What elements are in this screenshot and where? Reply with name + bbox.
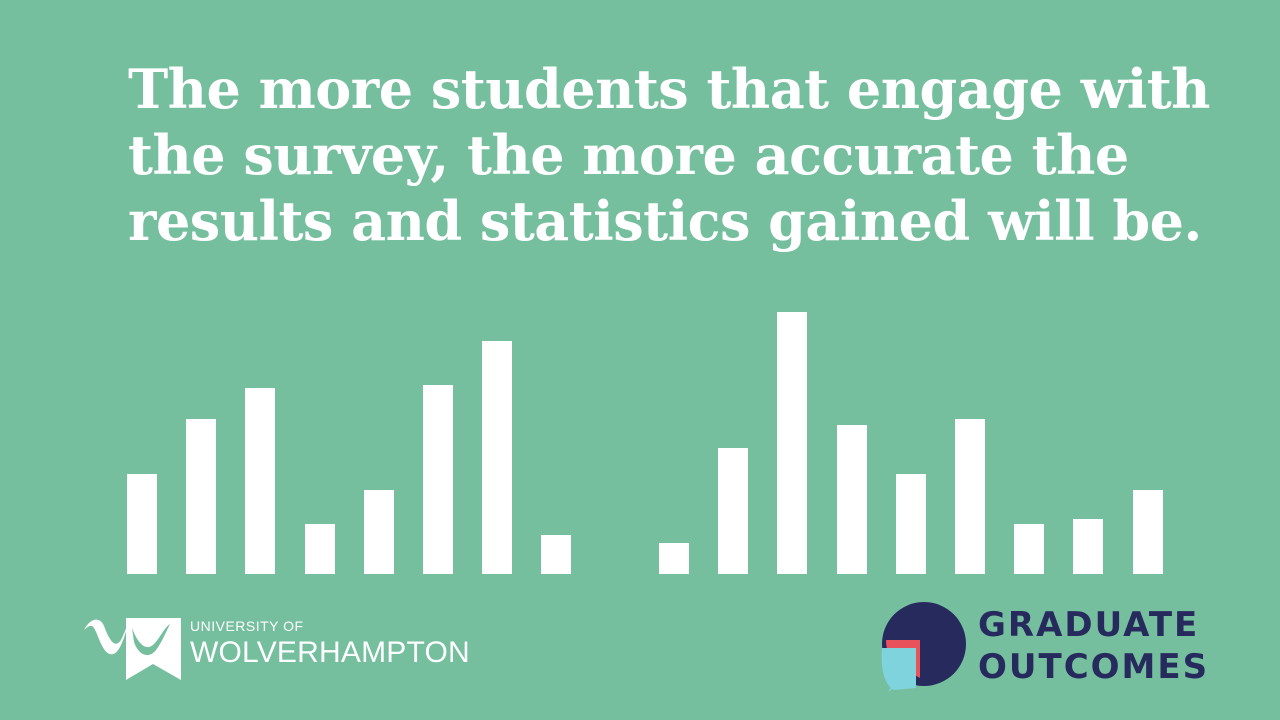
headline: The more students that engage with the s…	[128, 56, 1228, 254]
decorative-bar-left-8	[541, 535, 571, 574]
decorative-bar-right-3	[777, 312, 807, 574]
decorative-bar-right-4	[837, 425, 867, 574]
graduate-outcomes-wordmark-line-2: OUTCOMES	[978, 647, 1210, 687]
headline-line-3: results and statistics gained will be.	[128, 189, 1202, 253]
decorative-bar-left-6	[423, 385, 453, 574]
decorative-bar-left-5	[364, 490, 394, 574]
decorative-bar-right-9	[1133, 490, 1163, 574]
university-wordmark-line-1: UNIVERSITY OF	[190, 618, 304, 634]
decorative-bar-left-2	[186, 419, 216, 574]
university-wordmark: UNIVERSITY OF WOLVERHAMPTON	[190, 618, 470, 670]
decorative-bar-left-3	[245, 388, 275, 574]
decorative-bar-left-1	[127, 474, 157, 574]
graduate-outcomes-logo-icon	[881, 602, 966, 692]
headline-line-2: the survey, the more accurate the	[128, 123, 1129, 187]
decorative-bar-right-1	[659, 543, 689, 574]
decorative-bar-right-2	[718, 448, 748, 574]
decorative-bar-left-7	[482, 341, 512, 574]
decorative-bar-right-7	[1014, 524, 1044, 574]
graduate-outcomes-wordmark: GRADUATE OUTCOMES	[978, 604, 1209, 688]
graduate-outcomes-wordmark-line-1: GRADUATE	[978, 605, 1200, 645]
headline-line-1: The more students that engage with	[128, 57, 1210, 121]
decorative-bar-right-5	[896, 474, 926, 574]
university-of-wolverhampton-logo-icon	[84, 618, 181, 680]
decorative-bar-right-6	[955, 419, 985, 574]
decorative-bar-left-4	[305, 524, 335, 574]
decorative-bar-graphic	[127, 312, 1163, 574]
university-wordmark-line-2: WOLVERHAMPTON	[190, 636, 470, 669]
decorative-bar-right-8	[1073, 519, 1103, 574]
